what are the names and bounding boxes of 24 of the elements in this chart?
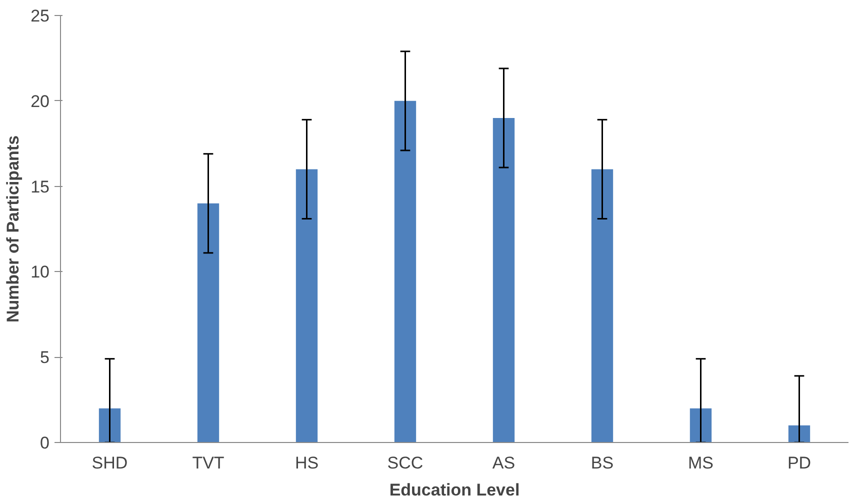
x-tick-label: HS (294, 454, 319, 472)
y-tick-label: 15 (30, 177, 50, 196)
x-axis-title: Education Level (389, 480, 520, 500)
bar (690, 408, 712, 442)
x-tick-label: AS (492, 454, 516, 472)
x-tick-label: PD (787, 454, 812, 472)
x-tick-label: SCC (387, 454, 424, 472)
bar (492, 118, 515, 442)
x-tick-label: SHD (92, 454, 128, 472)
bar (788, 425, 810, 442)
y-tick-label: 10 (30, 262, 50, 282)
bar (394, 100, 416, 442)
x-tick-label: BS (590, 454, 614, 472)
bar (98, 408, 121, 442)
x-tick-label: MS (688, 454, 714, 472)
bar (591, 169, 614, 442)
x-tick-label: TVT (192, 454, 224, 472)
y-axis-title: Number of Participants (4, 135, 23, 323)
bar (197, 203, 220, 442)
y-tick-label: 20 (30, 92, 50, 111)
y-tick-label: 5 (40, 348, 50, 368)
y-tick-label: 25 (30, 6, 50, 26)
y-tick-label: 0 (40, 434, 50, 452)
bar (296, 169, 318, 442)
